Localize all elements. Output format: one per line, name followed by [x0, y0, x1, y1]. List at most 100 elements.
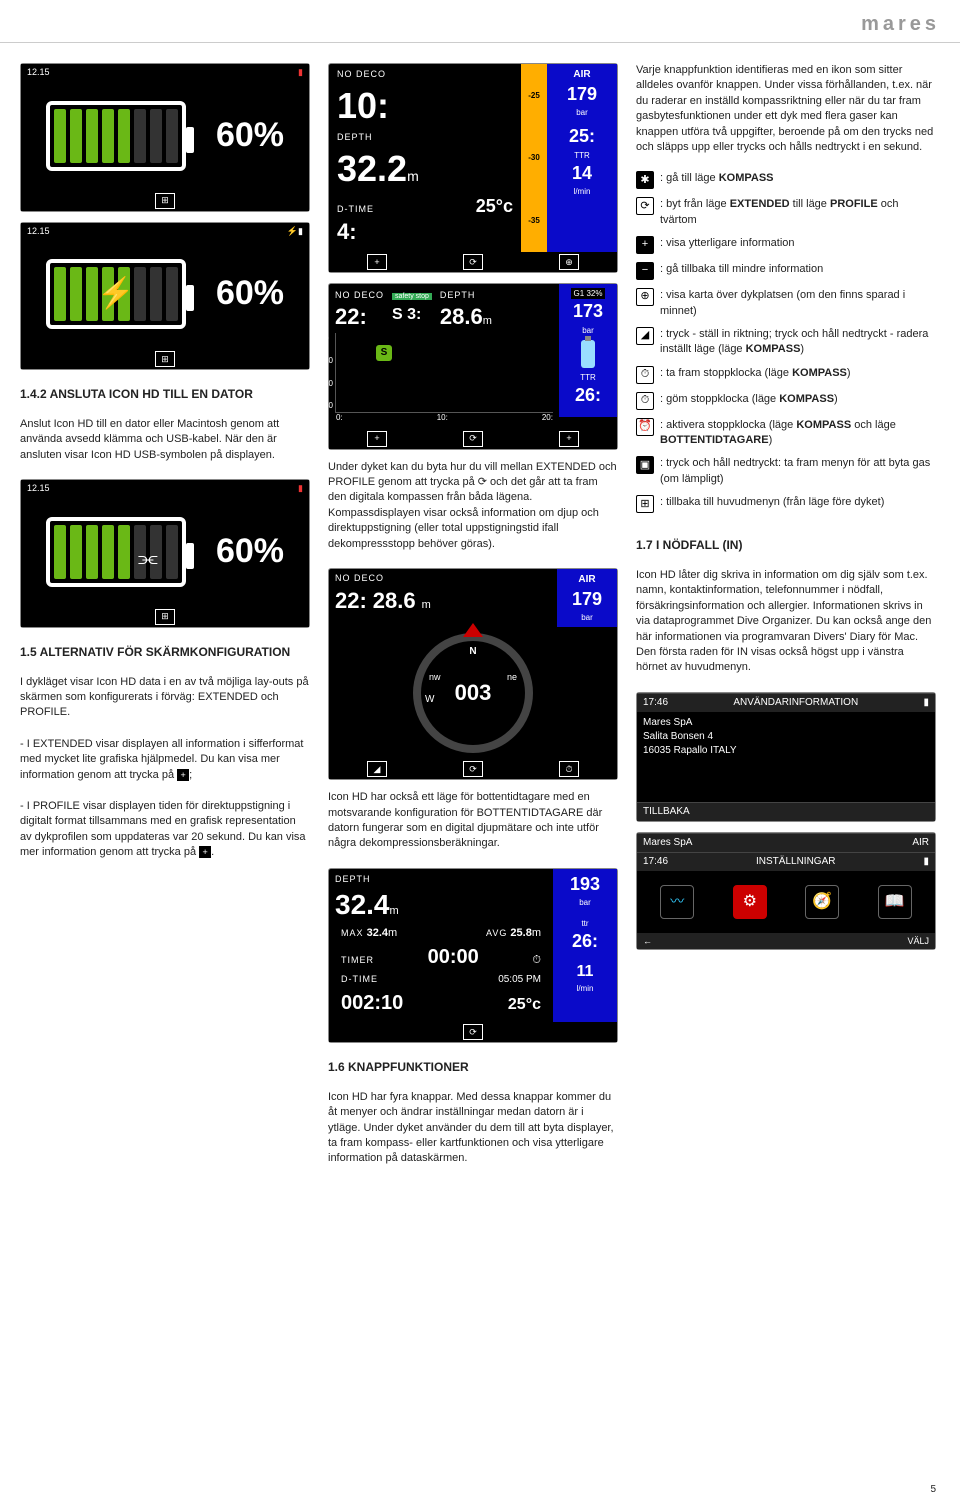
depth-val: 32.2 — [337, 148, 407, 189]
battery-percent: 60% — [216, 112, 284, 160]
legend-icon: ⟳ — [636, 197, 654, 215]
nodeco-label: NO DECO — [337, 68, 513, 81]
icon-legend-item: ⊞ : tillbaka till huvudmenyn (från läge f… — [636, 495, 936, 513]
compass-gauge: N nw ne W 003 — [413, 633, 533, 753]
compass-shot: NO DECO 22:28.6m AIR 179 bar N nw ne W 0… — [328, 568, 618, 780]
icon-legend-item: ⏰: aktivera stoppklocka (läge KOMPASS oc… — [636, 418, 936, 449]
legend-text: : visa karta över dykplatsen (om den fin… — [660, 288, 936, 319]
batt-icon: ▮ — [298, 66, 303, 79]
battery-percent: 60% — [216, 270, 284, 318]
icon-legend-item: ⏱: ta fram stoppklocka (läge KOMPASS) — [636, 366, 936, 384]
heading-connect: 1.4.2 ANSLUTA ICON HD TILL EN DATOR — [20, 386, 310, 403]
air-panel: AIR 179 bar — [557, 569, 617, 627]
heading-alt: 1.5 ALTERNATIV FÖR SKÄRMKONFIGURATION — [20, 644, 310, 661]
profile-chart: S 0102030 0:10:20: — [335, 333, 553, 413]
battery-shot-3: 12.15 ▮ ⫘ 60% ⊞ — [20, 479, 310, 628]
legend-text: : gå tillbaka till mindre information — [660, 262, 823, 277]
owner: Mares SpA — [643, 836, 692, 850]
legend-text: : tillbaka till huvudmenyn (från läge fö… — [660, 495, 884, 510]
legend-text: : göm stoppklocka (läge KOMPASS) — [660, 392, 838, 407]
menu-item-settings[interactable]: ⚙ — [733, 885, 767, 919]
legend-icon: ◢ — [636, 327, 654, 345]
icon-legend-item: ▣ : tryck och håll nedtryckt: ta fram men… — [636, 456, 936, 487]
heading: 003 — [455, 678, 492, 709]
legend-icon: + — [636, 236, 654, 254]
air-panel: AIR 179 bar 25: TTR 14 l/min — [547, 64, 617, 252]
brand-logo: mares — [0, 0, 960, 43]
battery-icon: ⚡ — [46, 259, 186, 329]
footer-icon: ⟳ — [463, 431, 483, 447]
p-knapp: Icon HD har fyra knappar. Med dessa knap… — [328, 1090, 618, 1167]
plus-icon: + — [177, 769, 189, 781]
legend-text: : ta fram stoppklocka (läge KOMPASS) — [660, 366, 851, 381]
plus-icon: + — [199, 846, 211, 858]
stopwatch-icon: ⏱ — [532, 953, 541, 968]
legend-text: : tryck och håll nedtryckt: ta fram meny… — [660, 456, 936, 487]
nodeco-val: 10: — [337, 81, 513, 131]
heading-nodfall: 1.7 I NÖDFALL (IN) — [636, 537, 936, 554]
back-button[interactable]: TILLBAKA — [643, 805, 690, 819]
footer-icon: ⏱ — [559, 761, 579, 777]
footer-icon: ⊞ — [155, 609, 175, 625]
bottom-timer-shot: DEPTH 32.4m MAX 32.4mAVG 25.8m TIMER00:0… — [328, 868, 618, 1043]
air: AIR — [912, 836, 929, 850]
temp: 25°c — [476, 194, 513, 219]
p-alt: I dykläget visar Icon HD data i en av tv… — [20, 675, 310, 721]
time: 17:46 — [643, 696, 668, 710]
page-number: 5 — [930, 1483, 936, 1497]
footer-icon: ⟳ — [463, 254, 483, 270]
footer-icon: ⊞ — [155, 351, 175, 367]
col-3: Varje knappfunktion identifieras med en … — [636, 63, 936, 1173]
icon-legend-list: ✱: gå till läge KOMPASS ⟳ : byt från läge … — [636, 171, 936, 521]
bolt-icon: ⚡▮ — [287, 225, 303, 238]
dtime-label: D-TIME — [337, 204, 374, 214]
select-button[interactable]: VÄLJ — [907, 935, 929, 948]
legend-icon: ⊞ — [636, 495, 654, 513]
gas-marker: S — [376, 345, 392, 361]
battery-shot-1: 12.15 ▮ 60% ⊞ — [20, 63, 310, 212]
footer-icon: + — [367, 431, 387, 447]
menu-item[interactable]: 📖 — [878, 885, 912, 919]
legend-icon: ⏰ — [636, 418, 654, 436]
battery-icon — [46, 101, 186, 171]
main-menu-shot: Mares SpAAIR 17:46INSTÄLLNINGAR▮ 〰 ⚙ 🧭 📖… — [636, 832, 936, 951]
icon-legend-item: ◢ : tryck - ställ in riktning; tryck och … — [636, 327, 936, 358]
footer-icon: ⊕ — [559, 254, 579, 270]
li-extended: - I EXTENDED visar displayen all informa… — [20, 737, 310, 783]
legend-icon: ✱ — [636, 171, 654, 189]
dive-profile-shot: NO DECO22: safety stopS 3: DEPTH28.6m S … — [328, 283, 618, 449]
footer-icon: ◢ — [367, 761, 387, 777]
col-1: 12.15 ▮ 60% ⊞ 12.15 ⚡▮ — [20, 63, 310, 1173]
depth-scale: -25-30-35 — [521, 64, 547, 252]
back-button[interactable]: ← — [643, 935, 652, 948]
heading-knapp: 1.6 KNAPPFUNKTIONER — [328, 1059, 618, 1076]
time: 17:46 — [643, 855, 668, 869]
footer-icon: ⊞ — [155, 193, 175, 209]
time: 12.15 — [27, 482, 50, 495]
batt-icon: ▮ — [923, 855, 929, 869]
icon-legend-item: ⟳ : byt från läge EXTENDED till läge PROF… — [636, 197, 936, 228]
detail-sidebar: 193 bar ttr 26: 11 l/min — [553, 869, 617, 1022]
legend-icon: ⊕ — [636, 288, 654, 306]
page-grid: 12.15 ▮ 60% ⊞ 12.15 ⚡▮ — [0, 43, 960, 1193]
title: ANVÄNDARINFORMATION — [733, 696, 858, 710]
time: 12.15 — [27, 225, 50, 238]
icon-legend-item: −: gå tillbaka till mindre information — [636, 262, 936, 280]
p-botten: Icon HD har också ett läge för bottentid… — [328, 790, 618, 852]
col-2: NO DECO 10: DEPTH 32.2m D-TIME4: 25°c -2… — [328, 63, 618, 1173]
footer-icon: + — [367, 254, 387, 270]
batt-icon: ▮ — [298, 482, 303, 495]
menu-item[interactable]: 〰 — [660, 885, 694, 919]
li-profile: - I PROFILE visar displayen tiden för di… — [20, 799, 310, 861]
legend-icon: ▣ — [636, 456, 654, 474]
depth-label: DEPTH — [337, 131, 513, 144]
menu-item[interactable]: 🧭 — [805, 885, 839, 919]
icon-legend-item: +: visa ytterligare information — [636, 236, 936, 254]
icon-legend-item: ✱: gå till läge KOMPASS — [636, 171, 936, 189]
legend-text: : tryck - ställ in riktning; tryck och h… — [660, 327, 936, 358]
legend-text: : byt från läge EXTENDED till läge PROFI… — [660, 197, 936, 228]
footer-icon: ⟳ — [463, 1024, 483, 1040]
battery-icon: ⫘ — [46, 517, 186, 587]
battery-shot-2: 12.15 ⚡▮ ⚡ 60% ⊞ — [20, 222, 310, 371]
compass-pointer-icon — [463, 623, 483, 637]
